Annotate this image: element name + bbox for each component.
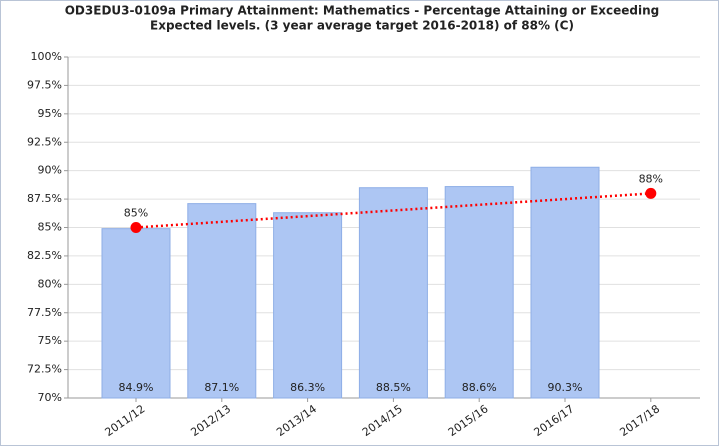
bar-value-label: 87.1% [204, 381, 239, 394]
y-tick-label: 97.5% [27, 78, 62, 91]
y-tick-label: 92.5% [27, 135, 62, 148]
chart-title: Expected levels. (3 year average target … [150, 19, 574, 33]
bar-value-label: 86.3% [290, 381, 325, 394]
y-tick-label: 77.5% [27, 306, 62, 319]
bar [358, 187, 428, 399]
bar-value-label: 88.5% [376, 381, 411, 394]
bar [444, 186, 514, 399]
y-tick-label: 85% [38, 221, 62, 234]
bar-value-label: 88.6% [462, 381, 497, 394]
bar [101, 228, 171, 399]
target-value-label: 88% [639, 172, 663, 185]
y-tick-label: 70% [38, 391, 62, 404]
y-tick-label: 75% [38, 334, 62, 347]
y-tick-label: 87.5% [27, 192, 62, 205]
bar-value-label: 90.3% [548, 381, 583, 394]
target-value-label: 85% [124, 207, 148, 220]
target-marker [645, 187, 657, 199]
target-line [135, 192, 651, 229]
bar [187, 203, 257, 399]
y-tick-label: 80% [38, 277, 62, 290]
y-tick-label: 72.5% [27, 363, 62, 376]
y-tick-label: 95% [38, 107, 62, 120]
y-tick-label: 90% [38, 164, 62, 177]
y-tick-label: 82.5% [27, 249, 62, 262]
bar [273, 212, 343, 399]
bar-value-label: 84.9% [119, 381, 154, 394]
chart-title: OD3EDU3-0109a Primary Attainment: Mathem… [65, 4, 660, 18]
target-marker [130, 222, 142, 233]
y-tick-label: 100% [31, 50, 62, 63]
